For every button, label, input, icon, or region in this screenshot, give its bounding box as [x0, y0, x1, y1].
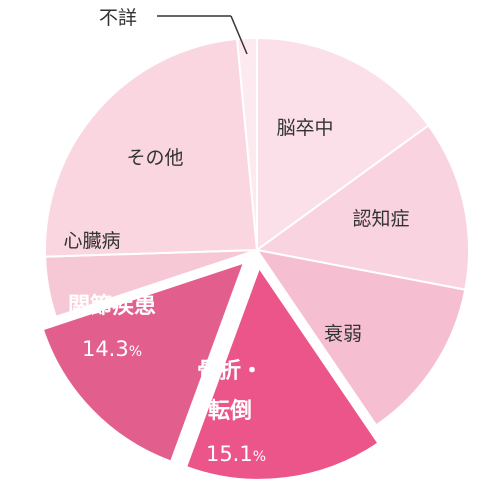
pie-slices — [41, 36, 470, 481]
unit-fracture-fall: % — [253, 449, 266, 465]
unknown-leader-line-tail — [230, 15, 248, 55]
label-dementia: 認知症 — [352, 208, 409, 230]
label-joint-disease: 関節疾患 — [68, 293, 156, 319]
label-frailty: 衰弱 — [324, 323, 362, 345]
label-other: その他 — [126, 147, 183, 169]
pie-slice-frailty — [254, 248, 467, 427]
label-stroke: 脳卒中 — [276, 117, 333, 139]
pie-slice-fracture-fall — [184, 265, 380, 481]
label-fracture-fall-line1: 骨折・ — [197, 359, 263, 384]
label-fracture-fall-line2: 転倒 — [208, 398, 252, 424]
pie-slice-stroke — [256, 36, 430, 252]
pie-slice-dementia — [254, 123, 470, 291]
unit-joint-disease: % — [129, 344, 142, 360]
label-unknown: 不詳 — [99, 7, 137, 29]
value-joint-disease: 14.3% — [82, 337, 142, 361]
value-fracture-fall: 15.1% — [206, 442, 266, 466]
pie-slice-joint-disease — [41, 260, 246, 463]
pie-slice-other — [44, 37, 259, 258]
label-heart-disease: 心臓病 — [63, 230, 120, 252]
pie-slice-unknown — [235, 36, 258, 251]
